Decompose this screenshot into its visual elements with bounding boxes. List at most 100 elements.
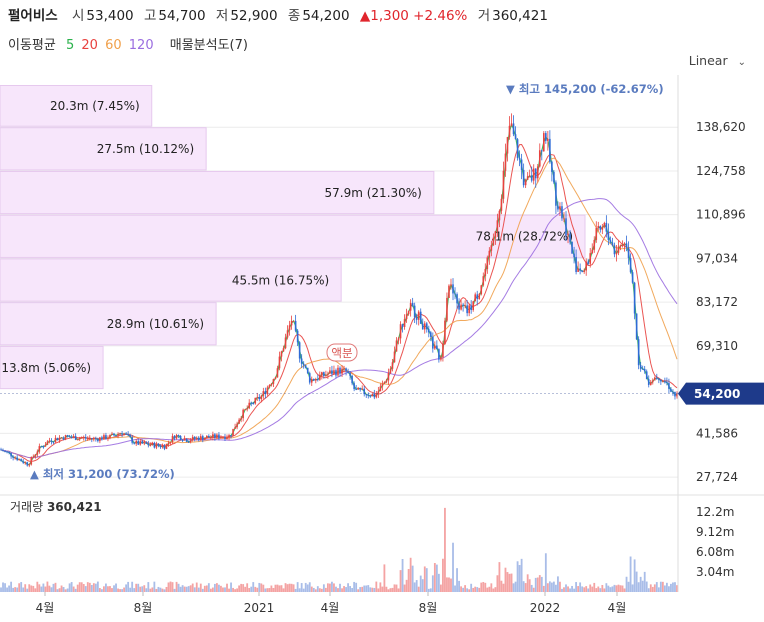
candle-body: [468, 305, 470, 314]
candle-body: [450, 284, 452, 286]
candle-body: [181, 440, 184, 442]
candle: [472, 300, 474, 312]
candle-body: [504, 153, 507, 171]
event-annotation: 액분: [331, 346, 352, 360]
candle: [282, 345, 285, 352]
volume-bar: [409, 557, 412, 592]
candle-body: [250, 402, 253, 404]
candle: [181, 439, 184, 443]
candle: [99, 436, 101, 444]
volume-bar: [329, 583, 331, 592]
event-badge: [326, 343, 358, 362]
candle-body: [421, 323, 424, 330]
candle: [351, 374, 353, 386]
candle-body: [601, 226, 604, 230]
candle: [595, 221, 598, 243]
volume-bar: [464, 585, 467, 592]
candle-body: [224, 436, 226, 440]
candle-body: [674, 391, 676, 397]
volume-bar: [139, 586, 142, 592]
volume-bar: [520, 558, 523, 592]
y-tick-label: 83,172: [696, 295, 738, 309]
candle: [133, 441, 135, 445]
candle-body: [274, 377, 277, 380]
volume-bar: [220, 585, 222, 592]
high-label: 고: [143, 8, 157, 24]
volume-bar: [320, 588, 323, 592]
candle: [48, 437, 51, 444]
candle-body: [32, 456, 35, 458]
candle: [222, 436, 224, 439]
candle-body: [446, 297, 448, 321]
y-tick-label: 41,586: [696, 426, 738, 440]
candle: [430, 330, 432, 342]
volume-bar: [637, 582, 640, 592]
candle: [40, 446, 43, 448]
candle: [323, 371, 325, 379]
candle-body: [666, 381, 668, 384]
indicator-legend[interactable]: 이동평균 5 20 60 120 매물분석도(7): [8, 34, 251, 53]
candle-body: [216, 434, 218, 438]
volume-bar: [28, 584, 31, 592]
candle-body: [538, 150, 541, 167]
candle-body: [185, 438, 188, 442]
volume-bar: [30, 585, 33, 592]
volume-bar: [282, 588, 285, 592]
volume-bar: [10, 581, 13, 592]
candle-body: [101, 437, 103, 440]
candle: [218, 431, 220, 441]
candle-body: [288, 325, 291, 331]
candle-body: [234, 427, 236, 429]
candle-body: [460, 304, 462, 310]
candle-body: [389, 368, 392, 373]
candle: [534, 168, 537, 188]
volume-profile-label: 28.9m (10.61%): [107, 317, 204, 331]
volume-bar: [232, 587, 234, 592]
volume-bar: [6, 587, 8, 592]
candle-body: [38, 446, 41, 452]
candle: [484, 263, 487, 282]
volume-bar: [96, 581, 99, 592]
volume-bar: [399, 570, 402, 592]
volume-bar: [645, 581, 648, 592]
volume-bar: [522, 581, 525, 592]
candle: [314, 377, 317, 384]
candle: [645, 369, 648, 380]
candle-body: [611, 242, 614, 246]
candle: [446, 292, 448, 323]
candle-body: [308, 373, 311, 383]
volume-bar: [472, 587, 475, 592]
candle: [343, 365, 345, 373]
candle-body: [641, 368, 644, 370]
candle: [635, 313, 638, 341]
candle-body: [647, 379, 650, 385]
volume-bar: [583, 587, 586, 592]
candle: [660, 379, 662, 385]
candle-body: [656, 377, 658, 379]
volume-bar: [105, 583, 107, 592]
volume-profile-label: 78.1m (28.72%): [476, 230, 573, 244]
candle-body: [321, 372, 323, 376]
x-tick-label: 2021: [244, 601, 275, 615]
scale-selector[interactable]: Linear ⌄: [689, 53, 746, 68]
candle: [292, 320, 295, 322]
candle-body: [442, 343, 444, 358]
candle-body: [625, 243, 628, 248]
ma5-legend: 5: [65, 38, 75, 53]
volume-profile-label: 매물분석도(7): [169, 38, 248, 53]
candle-body: [72, 436, 75, 438]
volume-bar: [456, 568, 458, 592]
volume-bar: [546, 583, 549, 592]
volume-bar: [119, 589, 121, 592]
candle-body: [585, 261, 587, 271]
candle-body: [496, 220, 499, 232]
candle-body: [173, 435, 176, 439]
volume-bar: [585, 586, 588, 592]
volume-bar: [314, 589, 317, 592]
candle: [393, 346, 396, 363]
candle-body: [597, 226, 600, 229]
candle: [508, 116, 511, 140]
volume-bar: [167, 582, 170, 592]
volume-bar: [619, 585, 622, 592]
